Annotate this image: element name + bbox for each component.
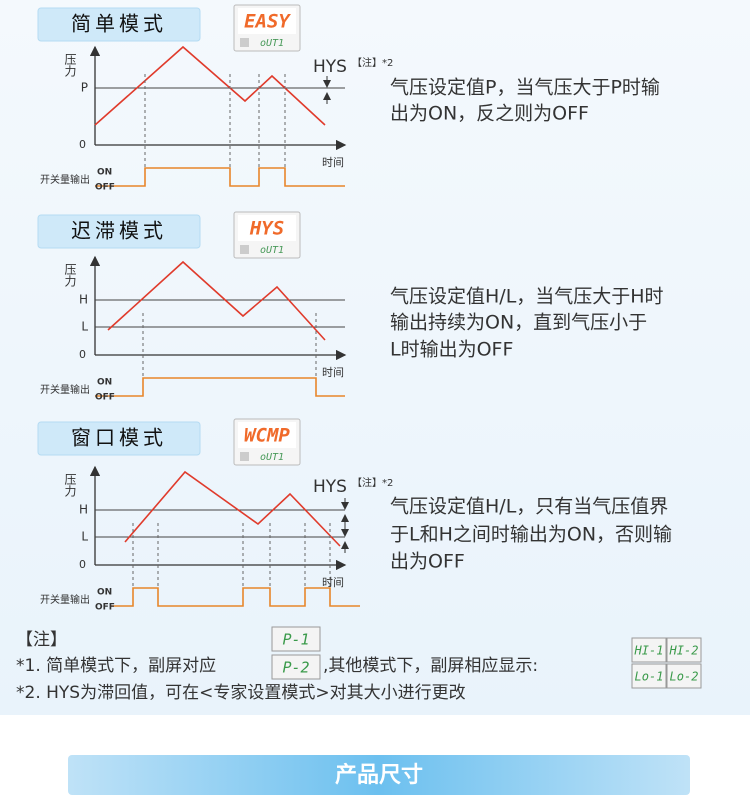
off-label: OFF — [95, 393, 115, 403]
level-label: H — [79, 293, 88, 307]
display-key — [240, 38, 249, 47]
panel — [0, 0, 750, 715]
description-line: 出为ON，反之则为OFF — [390, 103, 589, 125]
output-label: 开关量输出 — [40, 593, 90, 606]
hys-label: HYS — [313, 57, 347, 77]
section-title-box — [37, 214, 201, 249]
level-label: L — [81, 320, 88, 334]
sub-display-text: HI-2 — [669, 644, 699, 658]
sub-display — [271, 626, 321, 652]
display-sub: oUT1 — [260, 245, 284, 256]
sub-display — [271, 654, 321, 680]
display-key — [240, 245, 249, 254]
y-axis-label: 压力 — [63, 263, 77, 288]
section-title-box — [37, 7, 201, 42]
description-line: 于L和H之间时输出为ON，否则输 — [390, 524, 672, 546]
hys-note: 【注】*2 — [352, 56, 393, 69]
sub-display — [631, 663, 667, 689]
hys-label: HYS — [313, 477, 347, 497]
banner-title: 产品尺寸 — [335, 763, 423, 788]
sub-display-text: P-1 — [282, 631, 309, 649]
sub-display — [666, 637, 702, 663]
output-signal — [110, 587, 360, 607]
y-axis-label: 压力 — [63, 53, 77, 78]
description-line: L时输出为OFF — [390, 339, 513, 361]
sub-display-text: P-2 — [282, 659, 309, 677]
x-axis-label: 时间 — [322, 366, 344, 379]
x-axis-label: 时间 — [322, 576, 344, 589]
output-label: 开关量输出 — [40, 173, 90, 186]
display-main: HYS — [249, 218, 284, 240]
sub-display-text: HI-1 — [634, 644, 664, 658]
description-line: 输出持续为ON，直到气压小于 — [390, 312, 647, 334]
output-signal — [95, 167, 345, 187]
origin-label: 0 — [79, 138, 86, 151]
level-label: P — [81, 81, 88, 95]
section-title-box — [37, 421, 201, 456]
display-key — [240, 452, 249, 461]
display-screen — [238, 8, 296, 34]
origin-label: 0 — [79, 348, 86, 361]
level-label: L — [81, 530, 88, 544]
description-line: 出为OFF — [390, 551, 465, 573]
note1-prefix: *1. 简单模式下，副屏对应 — [16, 656, 216, 676]
level-label: H — [79, 503, 88, 517]
on-label: ON — [97, 378, 112, 388]
hys-note: 【注】*2 — [352, 476, 393, 489]
section-title: 简单模式 — [71, 12, 167, 36]
pressure-curve — [107, 260, 326, 341]
display-screen — [238, 422, 296, 448]
description-line: 气压设定值P，当气压大于P时输 — [390, 77, 660, 99]
description-line: 气压设定值H/L，只有当气压值界 — [390, 496, 668, 518]
display-sub: oUT1 — [260, 38, 284, 49]
pressure-curve — [94, 45, 326, 126]
sub-display — [631, 637, 667, 663]
sub-display-text: Lo-2 — [670, 670, 699, 684]
note1-suffix: ,其他模式下，副屏相应显示: — [323, 656, 538, 676]
on-label: ON — [97, 588, 112, 598]
note2: *2. HYS为滞回值，可在<专家设置模式>对其大小进行更改 — [16, 683, 466, 703]
output-signal — [95, 377, 345, 397]
section-title: 迟滞模式 — [71, 219, 167, 243]
sub-display-text: Lo-1 — [635, 670, 664, 684]
origin-label: 0 — [79, 558, 86, 571]
banner-box — [68, 755, 690, 795]
display-screen — [238, 215, 296, 241]
y-axis-label: 压力 — [63, 473, 77, 498]
pressure-curve — [124, 470, 341, 547]
notes-heading: 【注】 — [16, 630, 67, 650]
description-line: 气压设定值H/L，当气压大于H时 — [390, 286, 664, 308]
sub-display — [666, 663, 702, 689]
display-sub: oUT1 — [260, 452, 284, 463]
on-label: ON — [97, 168, 112, 178]
section-title: 窗口模式 — [71, 426, 167, 450]
off-label: OFF — [95, 603, 115, 613]
display-main: EASY — [244, 11, 291, 33]
output-label: 开关量输出 — [40, 383, 90, 396]
x-axis-label: 时间 — [322, 156, 344, 169]
off-label: OFF — [95, 183, 115, 193]
display-main: WCMP — [244, 425, 290, 447]
